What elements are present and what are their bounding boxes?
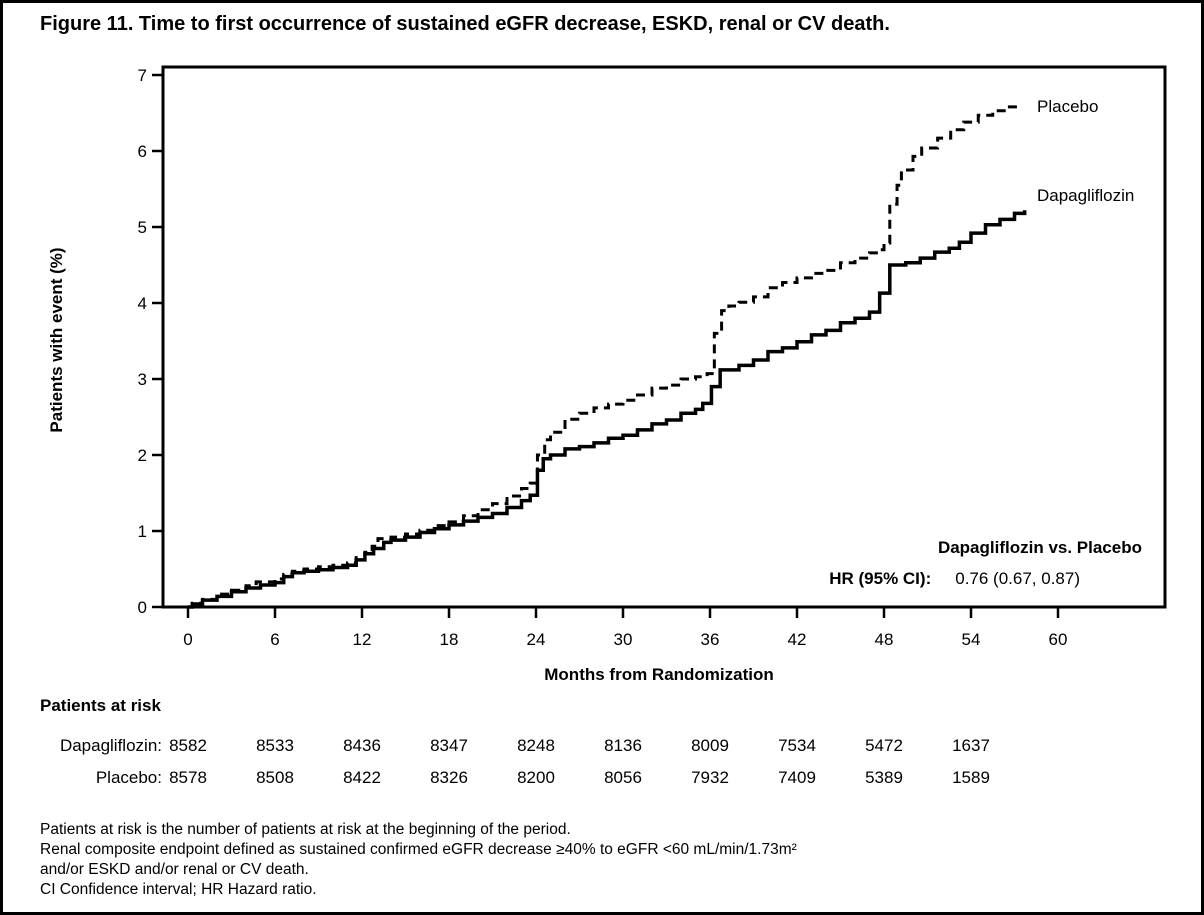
at-risk-value: 8056 — [604, 768, 642, 787]
at-risk-value: 7932 — [691, 768, 729, 787]
y-tick-label: 0 — [138, 598, 147, 617]
at-risk-value: 5389 — [865, 768, 903, 787]
x-tick-label: 6 — [270, 630, 279, 649]
y-axis-title: Patients with event (%) — [47, 247, 66, 433]
at-risk-value: 8009 — [691, 736, 729, 755]
at-risk-value: 1637 — [952, 736, 990, 755]
x-tick-label: 30 — [614, 630, 633, 649]
at-risk-value: 8326 — [430, 768, 468, 787]
y-tick-label: 3 — [138, 370, 147, 389]
footnote-line: Patients at risk is the number of patien… — [40, 821, 571, 838]
x-tick-label: 60 — [1049, 630, 1068, 649]
x-tick-label: 36 — [701, 630, 720, 649]
x-tick-label: 42 — [788, 630, 807, 649]
x-tick-label: 18 — [440, 630, 459, 649]
y-tick-label: 7 — [138, 66, 147, 85]
series-placebo — [188, 105, 1022, 609]
at-risk-value: 7409 — [778, 768, 816, 787]
at-risk-value: 8578 — [169, 768, 207, 787]
y-tick-label: 2 — [138, 446, 147, 465]
x-tick-label: 54 — [962, 630, 981, 649]
curve-label-placebo: Placebo — [1037, 97, 1099, 116]
figure-title: Figure 11. Time to first occurrence of s… — [40, 13, 890, 35]
at-risk-row-label: Dapagliflozin: — [59, 736, 162, 755]
at-risk-value: 1589 — [952, 768, 990, 787]
at-risk-value: 8248 — [517, 736, 555, 755]
x-tick-label: 0 — [183, 630, 192, 649]
x-tick-label: 12 — [353, 630, 372, 649]
at-risk-value: 8136 — [604, 736, 642, 755]
footnote-line: CI Confidence interval; HR Hazard ratio. — [40, 881, 317, 898]
hr-comparison-label: Dapagliflozin vs. Placebo — [937, 538, 1142, 557]
hr-value: 0.76 (0.67, 0.87) — [955, 569, 1080, 588]
x-tick-label: 24 — [527, 630, 546, 649]
footnote-line: and/or ESKD and/or renal or CV death. — [40, 861, 309, 878]
at-risk-value: 8436 — [343, 736, 381, 755]
hr-label: HR (95% CI): — [829, 569, 932, 588]
y-tick-label: 1 — [138, 522, 147, 541]
plot-border — [161, 65, 1167, 609]
x-axis-title: Months from Randomization — [544, 665, 774, 684]
at-risk-value: 8533 — [256, 736, 294, 755]
y-tick-label: 5 — [138, 218, 147, 237]
y-tick-label: 6 — [138, 142, 147, 161]
y-tick-label: 4 — [138, 294, 147, 313]
at-risk-row-label: Placebo: — [95, 768, 162, 787]
footnote-line: Renal composite endpoint defined as sust… — [40, 841, 797, 858]
at-risk-value: 8422 — [343, 768, 381, 787]
at-risk-value: 7534 — [778, 736, 816, 755]
footnotes: Patients at risk is the number of patien… — [40, 820, 797, 900]
at-risk-value: 8200 — [517, 768, 555, 787]
series-dapagliflozin — [188, 210, 1027, 609]
at-risk-header: Patients at risk — [40, 696, 161, 715]
curve-label-dapagliflozin: Dapagliflozin — [1037, 186, 1135, 205]
at-risk-value: 8508 — [256, 768, 294, 787]
at-risk-value: 8582 — [169, 736, 207, 755]
at-risk-value: 8347 — [430, 736, 468, 755]
x-tick-label: 48 — [875, 630, 894, 649]
at-risk-value: 5472 — [865, 736, 903, 755]
hr-annotation: HR (95% CI): 0.76 (0.67, 0.87) — [829, 569, 1080, 589]
